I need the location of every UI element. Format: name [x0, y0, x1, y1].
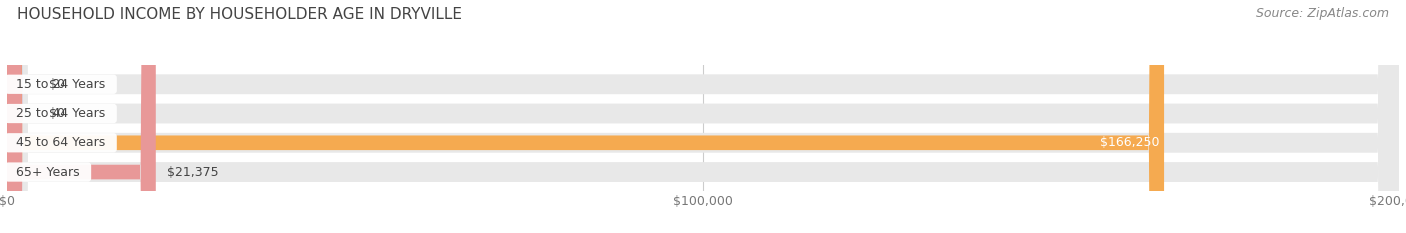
Text: $166,250: $166,250	[1101, 136, 1160, 149]
FancyBboxPatch shape	[7, 0, 1399, 233]
FancyBboxPatch shape	[7, 0, 1399, 233]
Text: 25 to 44 Years: 25 to 44 Years	[8, 107, 114, 120]
FancyBboxPatch shape	[7, 0, 1399, 233]
FancyBboxPatch shape	[7, 0, 1164, 233]
Text: $21,375: $21,375	[167, 165, 218, 178]
FancyBboxPatch shape	[0, 0, 22, 233]
Text: HOUSEHOLD INCOME BY HOUSEHOLDER AGE IN DRYVILLE: HOUSEHOLD INCOME BY HOUSEHOLDER AGE IN D…	[17, 7, 463, 22]
Text: 65+ Years: 65+ Years	[8, 165, 89, 178]
Text: 15 to 24 Years: 15 to 24 Years	[8, 78, 114, 91]
Text: $0: $0	[49, 78, 65, 91]
Text: Source: ZipAtlas.com: Source: ZipAtlas.com	[1256, 7, 1389, 20]
Text: $0: $0	[49, 107, 65, 120]
FancyBboxPatch shape	[7, 0, 156, 233]
Text: 45 to 64 Years: 45 to 64 Years	[8, 136, 114, 149]
FancyBboxPatch shape	[7, 0, 1399, 233]
FancyBboxPatch shape	[0, 0, 22, 233]
